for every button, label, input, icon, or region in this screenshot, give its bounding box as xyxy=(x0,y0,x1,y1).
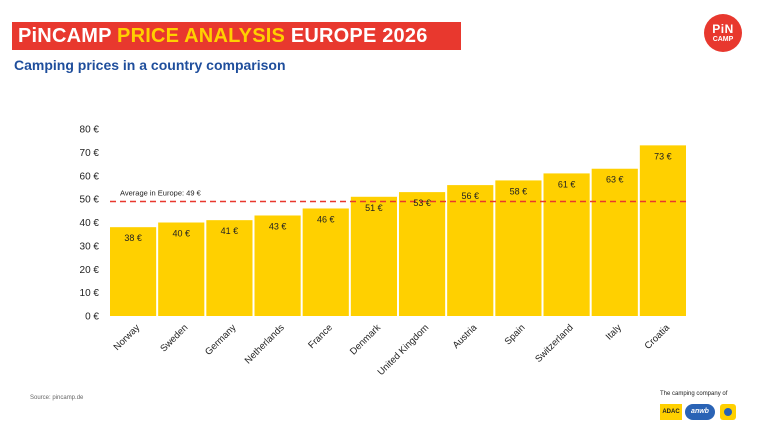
bar-data-label: 61 € xyxy=(558,179,576,189)
x-tick-label: Denmark xyxy=(348,322,383,357)
logo-text-pin: PiN xyxy=(712,22,734,36)
y-tick-label: 70 € xyxy=(80,148,100,159)
x-tick-label: Switzerland xyxy=(533,322,576,365)
bar-data-label: 41 € xyxy=(221,226,239,236)
title-highlight: PRICE ANALYSIS xyxy=(117,25,286,47)
bar xyxy=(206,220,253,316)
bar xyxy=(639,145,686,316)
x-tick-label: United Kingdom xyxy=(376,322,432,378)
y-tick-label: 20 € xyxy=(80,265,100,276)
y-tick-label: 10 € xyxy=(80,288,100,299)
x-tick-label: Norway xyxy=(112,322,143,353)
x-tick-label: Spain xyxy=(503,322,528,347)
y-tick-label: 50 € xyxy=(80,195,100,206)
bar-data-label: 58 € xyxy=(510,186,528,196)
bar-data-label: 53 € xyxy=(413,198,431,208)
y-tick-label: 40 € xyxy=(80,218,100,229)
bar xyxy=(591,168,638,316)
anwb-logo: anwb xyxy=(685,404,715,420)
logo-text-camp: CAMP xyxy=(712,36,734,43)
x-tick-label: Italy xyxy=(604,322,624,342)
bar-data-label: 63 € xyxy=(606,175,624,185)
bar xyxy=(350,196,397,316)
pincamp-logo: PiN CAMP xyxy=(704,14,742,52)
reference-line-label: Average in Europe: 49 € xyxy=(120,188,202,197)
title-brand: PiNCAMP xyxy=(18,25,118,47)
y-tick-label: 60 € xyxy=(80,171,100,182)
x-tick-label: Germany xyxy=(203,322,239,358)
bar xyxy=(495,180,542,316)
partner-tagline: The camping company of xyxy=(660,391,728,397)
x-tick-label: France xyxy=(306,322,335,351)
bar-data-label: 38 € xyxy=(124,233,142,243)
bar-data-label: 46 € xyxy=(317,214,335,224)
y-tick-label: 80 € xyxy=(80,125,100,136)
title-suffix: EUROPE 2026 xyxy=(285,25,428,47)
touring-club-emblem-icon xyxy=(724,408,732,416)
bar xyxy=(543,173,590,316)
y-tick-label: 0 € xyxy=(85,312,99,323)
chart-subtitle: Camping prices in a country comparison xyxy=(14,57,286,73)
bar-data-label: 51 € xyxy=(365,203,383,213)
bar-data-label: 73 € xyxy=(654,151,672,161)
bar-data-label: 43 € xyxy=(269,221,287,231)
title-banner: PiNCAMP PRICE ANALYSIS EUROPE 2026 xyxy=(12,22,461,50)
x-tick-label: Croatia xyxy=(643,322,673,352)
touring-club-logo xyxy=(720,404,736,420)
bar xyxy=(302,208,349,316)
bar-data-label: 56 € xyxy=(461,191,479,201)
x-tick-label: Austria xyxy=(451,322,480,351)
source-note: Source: pincamp.de xyxy=(30,395,84,401)
x-tick-label: Netherlands xyxy=(243,322,287,366)
bar xyxy=(110,227,157,316)
adac-logo: ADAC xyxy=(660,404,682,420)
bar-data-label: 40 € xyxy=(172,229,190,239)
y-tick-label: 30 € xyxy=(80,241,100,252)
x-tick-label: Sweden xyxy=(158,322,190,354)
bar xyxy=(399,192,446,316)
bar xyxy=(158,222,205,316)
bar xyxy=(447,185,494,316)
bar xyxy=(254,215,301,316)
